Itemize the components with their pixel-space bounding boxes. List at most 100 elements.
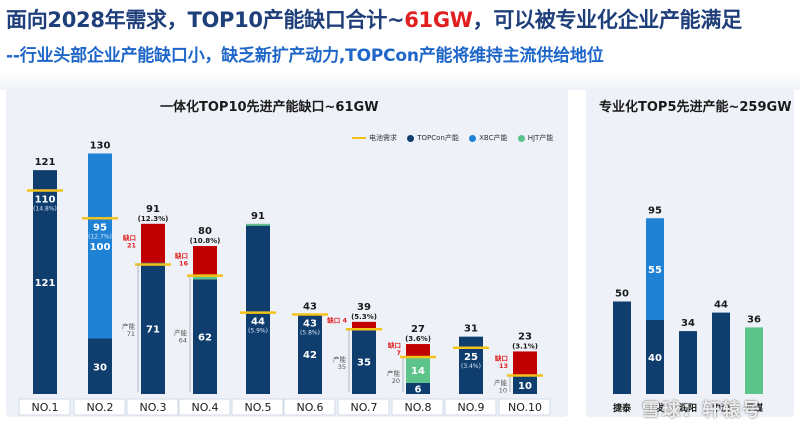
topcon-bar bbox=[298, 314, 322, 394]
topcon-bar bbox=[712, 312, 730, 394]
right-chart-title: 专业化TOP5先进产能~259GW bbox=[599, 100, 792, 115]
demand-pct-label: (12.7%) bbox=[88, 233, 112, 240]
topcon-value-label: 30 bbox=[93, 362, 107, 373]
demand-pct-label: (14.8%) bbox=[33, 206, 57, 213]
total-pct-label: (12.3%) bbox=[138, 215, 169, 223]
topcon-value-label: 71 bbox=[146, 324, 160, 335]
gap-annotation: 缺口 4 bbox=[326, 316, 347, 325]
topcon-bar bbox=[88, 338, 112, 394]
total-pct-label: (10.8%) bbox=[190, 237, 221, 245]
chart-legend: 电池需求 TOPCon产能 XBC产能 HJT产能 bbox=[352, 133, 553, 143]
legend-demand-label: 电池需求 bbox=[369, 134, 397, 142]
capacity-annotation: 产能 71 bbox=[122, 321, 136, 338]
capacity-annotation: 产能 20 bbox=[387, 369, 401, 386]
topcon-value-label: 35 bbox=[357, 358, 371, 369]
category-box bbox=[498, 398, 551, 416]
header-band bbox=[0, 72, 800, 90]
left-chart-title: 一体化TOP10先进产能缺口~61GW bbox=[160, 100, 379, 115]
hjt-bar bbox=[193, 275, 217, 280]
topcon-bar bbox=[513, 375, 537, 394]
total-value-label: 91 bbox=[146, 204, 160, 215]
legend-topcon-swatch bbox=[407, 134, 415, 142]
watermark: 雪球：轩辕号 bbox=[642, 400, 762, 421]
capacity-annotation: 产能 64 bbox=[174, 328, 188, 345]
total-value-label: 39 bbox=[357, 302, 371, 313]
category-label: 捷泰 bbox=[613, 402, 632, 414]
page-title: 面向2028年需求，TOP10产能缺口合计~61GW，可以被专业化企业产能满足 bbox=[6, 8, 742, 32]
category-label: NO.5 bbox=[245, 401, 272, 414]
category-label: 中润 bbox=[712, 402, 730, 414]
topcon-bar bbox=[613, 301, 631, 394]
total-value-label: 50 bbox=[615, 289, 629, 300]
gap-annotation: 缺口 7 bbox=[387, 341, 401, 358]
topcon-bar bbox=[352, 329, 376, 394]
category-box bbox=[283, 398, 336, 416]
legend-hjt-label: HJT产能 bbox=[527, 134, 554, 142]
hjt-bar bbox=[406, 357, 430, 383]
topcon-bar bbox=[33, 170, 57, 394]
topcon-bar bbox=[459, 336, 483, 394]
category-label: NO.6 bbox=[297, 401, 324, 414]
total-value-label: 91 bbox=[251, 211, 265, 222]
capacity-annotation: 产能 10 bbox=[494, 378, 508, 395]
xbc-value-label: 100 bbox=[90, 242, 111, 253]
total-pct-label: (5.3%) bbox=[351, 313, 377, 321]
legend-xbc-label: XBC产能 bbox=[479, 134, 508, 142]
topcon-bar bbox=[406, 382, 430, 394]
total-value-label: 95 bbox=[648, 205, 662, 216]
category-box bbox=[73, 398, 126, 416]
legend-topcon-label: TOPCon产能 bbox=[417, 134, 459, 142]
topcon-value-label: 42 bbox=[303, 350, 317, 361]
total-value-label: 36 bbox=[747, 314, 761, 325]
topcon-bar bbox=[193, 279, 217, 394]
demand-pct-label: (5.8%) bbox=[300, 329, 320, 336]
topcon-value-label: 62 bbox=[198, 333, 212, 344]
total-value-label: 34 bbox=[681, 318, 695, 329]
capacity-annotation: 产能 35 bbox=[333, 355, 347, 372]
total-value-label: 31 bbox=[464, 324, 478, 335]
category-label: NO.3 bbox=[140, 401, 167, 414]
total-value-label: 130 bbox=[90, 141, 111, 152]
category-box bbox=[391, 398, 444, 416]
hjt-bar bbox=[745, 327, 763, 394]
topcon-value-label: 10 bbox=[518, 381, 532, 392]
category-box bbox=[444, 398, 497, 416]
demand-value-label: 44 bbox=[251, 317, 265, 328]
category-box bbox=[231, 398, 284, 416]
category-label: 英发 bbox=[645, 402, 665, 414]
total-value-label: 121 bbox=[35, 157, 56, 168]
total-value-label: 43 bbox=[303, 301, 317, 312]
total-pct-label: (3.6%) bbox=[405, 335, 431, 343]
category-box bbox=[337, 398, 390, 416]
topcon-value-label: 121 bbox=[35, 278, 56, 289]
demand-pct-label: (5.9%) bbox=[248, 328, 268, 335]
topcon-value-label: 6 bbox=[415, 384, 422, 395]
demand-value-label: 43 bbox=[303, 318, 317, 329]
xbc-bar bbox=[88, 153, 112, 339]
category-label: NO.10 bbox=[508, 401, 542, 414]
total-value-label: 23 bbox=[518, 331, 532, 342]
topcon-bar bbox=[141, 262, 165, 394]
legend-hjt-swatch bbox=[517, 134, 525, 142]
gap-annotation: 缺口 13 bbox=[494, 353, 508, 370]
page-subtitle: --行业头部企业产能缺口小，缺乏新扩产动力,TOPCon产能将维持主流供给地位 bbox=[6, 46, 604, 66]
total-value-label: 80 bbox=[198, 226, 212, 237]
category-label: NO.8 bbox=[405, 401, 432, 414]
total-value-label: 27 bbox=[411, 324, 425, 335]
total-pct-label: (3.1%) bbox=[512, 342, 538, 350]
gap-bar bbox=[352, 321, 376, 330]
category-label: NO.4 bbox=[192, 401, 219, 414]
category-box bbox=[126, 398, 179, 416]
category-box bbox=[18, 398, 71, 416]
gap-annotation: 缺口 16 bbox=[174, 251, 188, 268]
gap-bar bbox=[513, 351, 537, 376]
topcon-bar bbox=[679, 331, 697, 394]
total-value-label: 44 bbox=[714, 300, 728, 311]
category-label: 平煤 bbox=[745, 402, 763, 414]
demand-value-label: 110 bbox=[35, 195, 56, 206]
xbc-value-label: 55 bbox=[648, 265, 662, 276]
gap-bar bbox=[193, 246, 217, 276]
category-label: 润阳 bbox=[679, 402, 697, 414]
category-label: NO.9 bbox=[458, 401, 485, 414]
